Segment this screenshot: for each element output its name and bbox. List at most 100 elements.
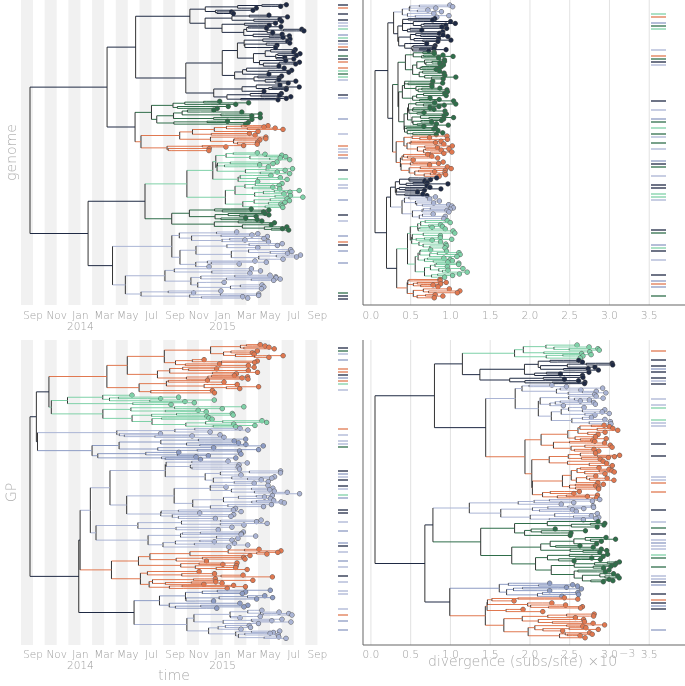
year-label: 2014 xyxy=(67,660,94,672)
tip xyxy=(245,427,251,433)
tip xyxy=(444,25,450,32)
tip xyxy=(277,174,283,181)
tip xyxy=(245,367,251,374)
tip xyxy=(592,401,599,407)
tip xyxy=(443,279,449,286)
tip xyxy=(268,501,275,508)
tip xyxy=(175,394,182,400)
tip xyxy=(446,209,452,215)
tip xyxy=(567,532,573,539)
tip xyxy=(238,531,244,538)
tip xyxy=(450,53,456,60)
x-tick-label: 3.0 xyxy=(601,649,618,661)
x-axis-label: time xyxy=(158,668,190,684)
x-tick-label: 1.0 xyxy=(442,649,459,661)
tip xyxy=(454,290,461,296)
tip xyxy=(445,181,451,187)
tip xyxy=(589,498,596,504)
tip xyxy=(441,102,447,108)
month-band xyxy=(21,340,33,645)
tip xyxy=(454,253,460,260)
month-band xyxy=(139,0,152,305)
tip xyxy=(445,267,451,273)
tip xyxy=(230,412,236,418)
tip xyxy=(280,353,286,359)
tip xyxy=(289,612,295,618)
tip xyxy=(270,277,277,284)
tip xyxy=(266,354,272,361)
tip xyxy=(441,150,447,157)
x-tick-label: 1.5 xyxy=(482,649,499,661)
tip xyxy=(296,84,302,90)
tip xyxy=(580,374,586,381)
tip xyxy=(292,61,299,67)
tip xyxy=(603,534,609,541)
tip xyxy=(582,635,588,641)
tip xyxy=(419,27,425,33)
tip xyxy=(252,258,258,264)
tip xyxy=(446,12,452,19)
tip xyxy=(278,18,285,24)
tip xyxy=(293,254,300,260)
x-tick-label: Nov xyxy=(46,310,67,322)
tip xyxy=(288,619,294,625)
tip xyxy=(450,114,457,121)
tip xyxy=(571,499,577,506)
x-tick-label: Jul xyxy=(287,310,300,322)
tip xyxy=(254,141,260,147)
tip xyxy=(266,12,272,18)
tip xyxy=(204,377,211,383)
x-tick-label: May xyxy=(259,310,281,322)
x-tick-label: Jul xyxy=(145,310,158,322)
tip xyxy=(211,390,218,396)
tip xyxy=(436,198,443,204)
tip xyxy=(278,24,284,30)
tip xyxy=(269,574,276,580)
tree-panel xyxy=(362,0,685,306)
tip xyxy=(230,10,237,17)
month-band xyxy=(68,0,81,305)
tip xyxy=(288,94,294,100)
tip xyxy=(439,80,446,86)
tip xyxy=(446,146,452,152)
tip xyxy=(433,5,439,11)
x-tick-label: 1.5 xyxy=(482,310,499,322)
year-label: 2014 xyxy=(67,321,94,333)
tip xyxy=(238,508,244,515)
tip xyxy=(592,364,598,370)
tip xyxy=(231,438,237,444)
tip xyxy=(281,500,288,506)
tip xyxy=(578,586,585,592)
tip xyxy=(464,269,470,275)
tip xyxy=(590,504,597,511)
tip xyxy=(277,186,283,192)
row-label: genome xyxy=(4,124,20,181)
tip xyxy=(595,486,602,492)
tip xyxy=(301,28,307,34)
row-label: GP xyxy=(4,483,20,502)
tip xyxy=(233,101,239,108)
tip xyxy=(440,130,446,136)
tip xyxy=(606,410,612,417)
month-band xyxy=(44,0,57,305)
tip xyxy=(596,347,602,353)
tip xyxy=(271,346,277,352)
tip xyxy=(460,265,466,272)
x-tick-label: Jul xyxy=(287,649,300,661)
tip xyxy=(293,52,300,59)
tip xyxy=(259,218,265,224)
tip xyxy=(241,404,247,410)
tip xyxy=(435,38,441,45)
tip xyxy=(211,570,218,577)
tip xyxy=(588,352,594,358)
x-tick-label: Sep xyxy=(165,310,185,322)
tip xyxy=(611,477,617,483)
tip xyxy=(263,419,270,426)
tip xyxy=(602,471,608,477)
tip xyxy=(433,175,440,181)
month-band xyxy=(210,0,223,305)
tip xyxy=(280,126,286,133)
tip xyxy=(594,524,600,530)
month-band xyxy=(92,0,105,305)
tip xyxy=(281,65,287,71)
